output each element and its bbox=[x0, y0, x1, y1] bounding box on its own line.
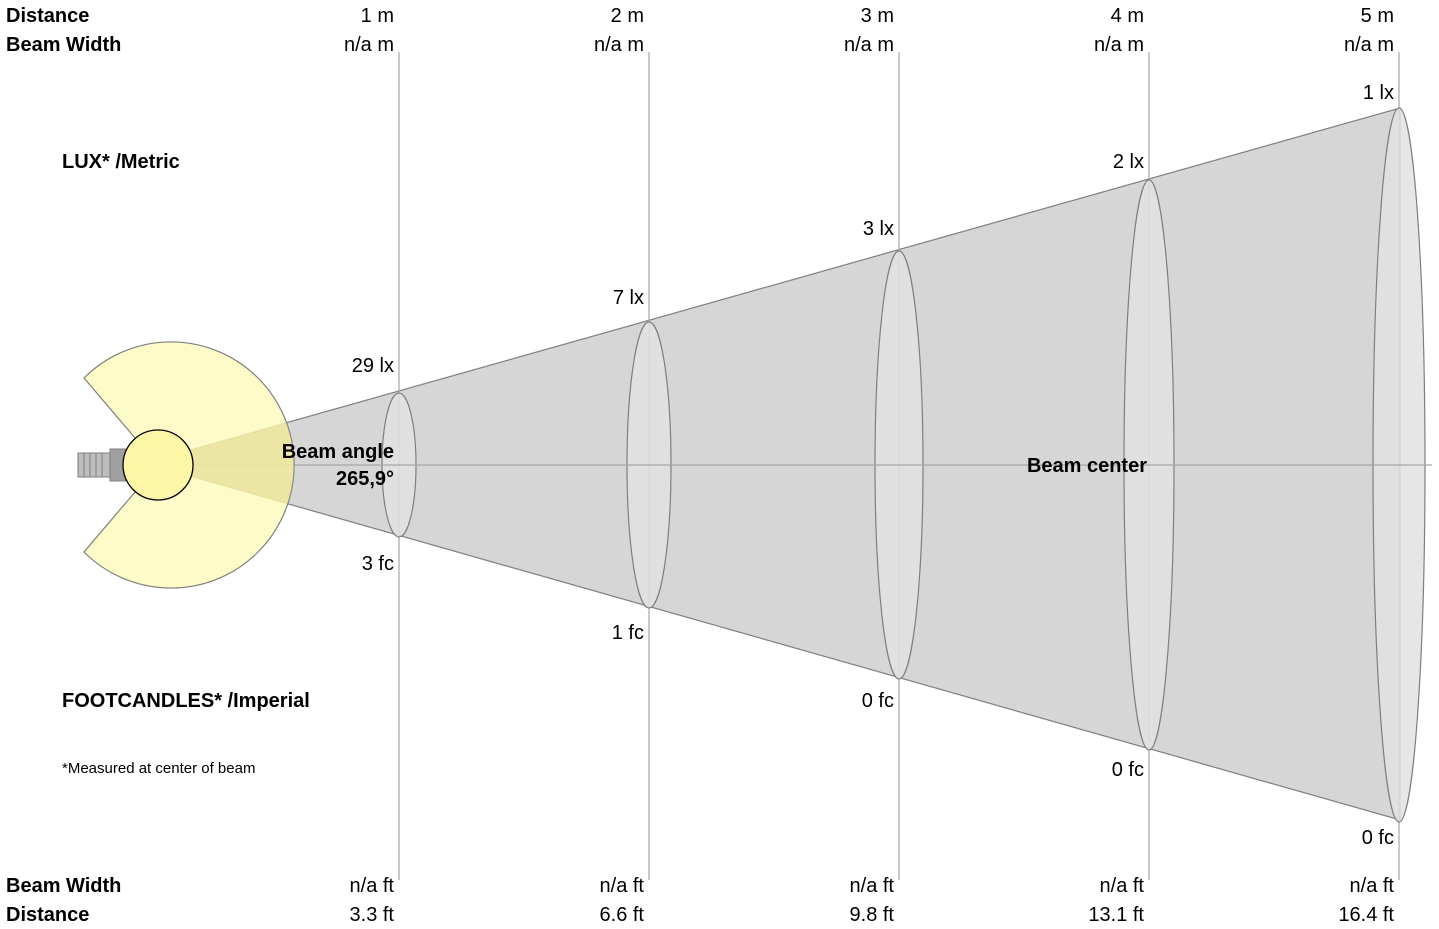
beam-cone bbox=[189, 107, 1401, 821]
lamp-bulb bbox=[122, 429, 194, 501]
distance-m-4: 4 m bbox=[1110, 5, 1144, 27]
beam-width-ft-3: n/a ft bbox=[849, 875, 894, 897]
lux-value-4: 2 lx bbox=[1112, 151, 1144, 173]
lamp-thread bbox=[77, 452, 113, 478]
footnote: *Measured at center of beam bbox=[62, 760, 256, 777]
beam-width-m-5: n/a m bbox=[1343, 34, 1394, 56]
distance-m-3: 3 m bbox=[860, 5, 894, 27]
lux-value-1: 29 lx bbox=[351, 355, 394, 377]
header-distance-label: Distance bbox=[6, 5, 90, 27]
lux-metric-label: LUX* /Metric bbox=[62, 151, 180, 173]
fc-value-1: 3 fc bbox=[361, 553, 394, 575]
footer-distance-label: Distance bbox=[6, 904, 90, 926]
beam-width-ft-1: n/a ft bbox=[349, 875, 394, 897]
distance-ft-3: 9.8 ft bbox=[849, 904, 894, 926]
lux-value-2: 7 lx bbox=[612, 287, 644, 309]
beam-width-ft-5: n/a ft bbox=[1349, 875, 1394, 897]
beam-width-m-1: n/a m bbox=[343, 34, 394, 56]
distance-m-2: 2 m bbox=[610, 5, 644, 27]
beam-width-ft-2: n/a ft bbox=[599, 875, 644, 897]
fc-value-5: 0 fc bbox=[1361, 827, 1394, 849]
distance-ft-5: 16.4 ft bbox=[1338, 904, 1394, 926]
fc-value-4: 0 fc bbox=[1111, 759, 1144, 781]
beam-center-label: Beam center bbox=[1026, 455, 1147, 477]
fc-value-2: 1 fc bbox=[611, 622, 644, 644]
distance-ft-2: 6.6 ft bbox=[599, 904, 644, 926]
header-beam-width-label: Beam Width bbox=[6, 34, 122, 56]
beam-angle-value: 265,9° bbox=[335, 468, 394, 490]
beam-width-m-3: n/a m bbox=[843, 34, 894, 56]
distance-ft-1: 3.3 ft bbox=[349, 904, 394, 926]
beam-width-ft-4: n/a ft bbox=[1099, 875, 1144, 897]
beam-width-m-2: n/a m bbox=[593, 34, 644, 56]
distance-m-1: 1 m bbox=[360, 5, 394, 27]
distance-ft-4: 13.1 ft bbox=[1088, 904, 1144, 926]
footcandles-imperial-label: FOOTCANDLES* /Imperial bbox=[62, 690, 310, 712]
lux-value-3: 3 lx bbox=[862, 218, 894, 240]
lux-value-5: 1 lx bbox=[1362, 82, 1394, 104]
fc-value-3: 0 fc bbox=[861, 690, 894, 712]
footer-beam-width-label: Beam Width bbox=[6, 875, 122, 897]
beam-width-m-4: n/a m bbox=[1093, 34, 1144, 56]
distance-m-5: 5 m bbox=[1360, 5, 1394, 27]
beam-angle-label: Beam angle bbox=[281, 441, 394, 463]
lamp-icon bbox=[77, 341, 295, 589]
